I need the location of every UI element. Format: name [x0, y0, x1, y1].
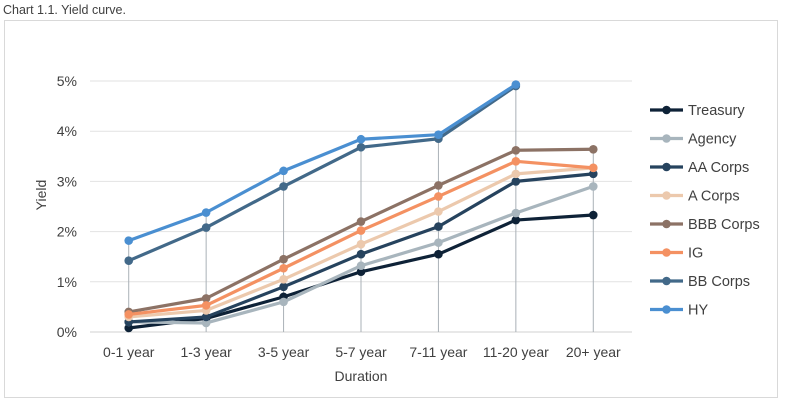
- y-axis-title: Yield: [33, 180, 49, 211]
- x-axis-title: Duration: [335, 368, 388, 384]
- legend-label: Agency: [688, 132, 737, 148]
- data-point: [279, 166, 288, 176]
- x-tick-label: 7-11 year: [409, 344, 467, 360]
- data-point: [356, 217, 366, 226]
- data-point: [511, 157, 521, 166]
- legend-label: BBB Corps: [688, 217, 760, 233]
- y-tick-label: 3%: [57, 173, 77, 189]
- data-point: [511, 215, 521, 225]
- legend-swatch-marker: [662, 191, 671, 200]
- data-point: [201, 318, 211, 328]
- series-hy: [124, 80, 521, 245]
- data-point: [511, 177, 521, 186]
- data-point: [356, 239, 366, 249]
- series-a-corps: [124, 163, 598, 322]
- data-point: [434, 249, 443, 259]
- data-point: [356, 261, 366, 271]
- legend-swatch-marker: [662, 305, 671, 314]
- series-line: [127, 82, 518, 243]
- data-point: [279, 182, 288, 191]
- legend-item: AA Corps: [650, 160, 749, 176]
- chart-caption: Chart 1.1. Yield curve.: [3, 3, 126, 17]
- y-tick-label: 4%: [57, 123, 77, 139]
- legend-label: Treasury: [688, 103, 745, 119]
- x-tick-label: 5-7 year: [335, 344, 387, 360]
- data-point: [588, 210, 598, 220]
- legend-swatch-marker: [662, 134, 671, 143]
- data-point: [201, 294, 211, 303]
- legend-item: Agency: [650, 132, 737, 148]
- data-point: [124, 323, 134, 333]
- data-point: [356, 134, 366, 144]
- legend-swatch-marker: [662, 276, 671, 286]
- data-point: [434, 238, 443, 247]
- y-axis-ticks: 0% 1% 2% 3% 4% 5%: [57, 73, 77, 340]
- data-point: [588, 144, 598, 154]
- y-tick-label: 2%: [57, 224, 77, 240]
- legend-item: Treasury: [650, 103, 745, 119]
- x-tick-label: 11-20 year: [483, 344, 549, 360]
- legend-swatch-marker: [662, 105, 671, 115]
- data-point: [201, 223, 211, 232]
- data-point: [201, 208, 211, 217]
- legend-swatch-marker: [662, 219, 671, 229]
- data-point: [434, 192, 443, 201]
- data-point: [124, 310, 134, 319]
- x-axis-ticks: 0-1 year 1-3 year 3-5 year 5-7 year 7-11 yea…: [103, 344, 621, 360]
- data-point: [356, 142, 366, 152]
- x-tick-label: 1-3 year: [180, 344, 232, 360]
- data-point: [279, 263, 288, 273]
- data-point: [201, 301, 211, 310]
- series-aa-corps: [124, 169, 598, 327]
- legend-swatch-marker: [662, 248, 671, 257]
- data-point: [434, 130, 443, 140]
- series-lines: [124, 80, 598, 333]
- y-tick-label: 0%: [57, 324, 77, 340]
- data-point: [356, 226, 366, 235]
- legend-item: IG: [650, 246, 703, 262]
- data-point: [356, 267, 366, 277]
- legend-label: A Corps: [688, 189, 740, 205]
- series-ig: [124, 157, 598, 319]
- data-point: [279, 254, 288, 264]
- legend-label: IG: [688, 246, 703, 262]
- data-point: [588, 169, 598, 179]
- y-tick-label: 5%: [57, 73, 77, 89]
- legend-item: HY: [650, 303, 708, 319]
- data-point: [279, 297, 288, 307]
- x-tick-label: 0-1 year: [103, 344, 155, 360]
- data-point: [511, 208, 521, 218]
- data-point: [124, 236, 134, 245]
- data-point: [434, 181, 443, 190]
- legend-label: BB Corps: [688, 274, 750, 290]
- legend-item: A Corps: [650, 189, 740, 205]
- data-point: [511, 169, 521, 179]
- data-point: [279, 274, 288, 284]
- series-line: [127, 84, 518, 263]
- data-point: [511, 145, 521, 155]
- data-point: [124, 256, 134, 266]
- legend-item: BBB Corps: [650, 217, 760, 233]
- data-point: [434, 207, 443, 216]
- drop-lines: [128, 84, 594, 332]
- data-point: [279, 282, 288, 292]
- chart-frame: [4, 20, 778, 398]
- legend-item: BB Corps: [650, 274, 750, 290]
- y-tick-label: 1%: [57, 274, 77, 290]
- legend-label: HY: [688, 303, 708, 319]
- data-point: [511, 80, 521, 89]
- data-point: [356, 249, 366, 259]
- data-point: [588, 182, 598, 191]
- legend-label: AA Corps: [688, 160, 749, 176]
- data-point: [201, 312, 211, 322]
- data-point: [434, 222, 443, 231]
- data-point: [588, 163, 598, 173]
- series-bb-corps: [124, 81, 521, 266]
- x-tick-label: 20+ year: [566, 344, 621, 360]
- x-tick-label: 3-5 year: [258, 344, 310, 360]
- legend-swatch-marker: [662, 162, 671, 172]
- series-bbb-corps: [124, 144, 598, 317]
- legend: Treasury Agency AA Corps A Corps BBB Corps IG…: [650, 103, 760, 319]
